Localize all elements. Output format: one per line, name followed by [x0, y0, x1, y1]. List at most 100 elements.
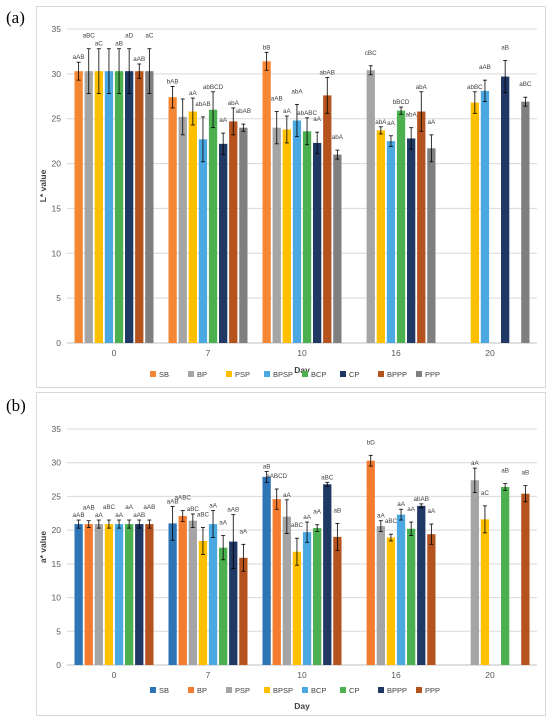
significance-label: aB — [501, 468, 509, 475]
legend-swatch — [340, 371, 346, 377]
bar-bpsp-day-7 — [198, 540, 208, 665]
significance-label: aA — [283, 108, 292, 115]
significance-label: aAB — [227, 507, 239, 514]
bar-bcp-day-16 — [396, 514, 406, 665]
chart-svg-a: 0 5 10 15 20 25 30 35 L* value 0 7 10 16 20 Day aAB bAB b… — [38, 24, 537, 379]
bar-ppp-day-0 — [145, 524, 154, 665]
bar-bcp-day-10 — [302, 131, 312, 343]
bar-sb-day-7 — [168, 97, 177, 343]
legend-swatch — [150, 687, 156, 693]
x-tick-label: 16 — [391, 348, 401, 358]
significance-label: abA — [291, 88, 303, 95]
bar-ppp-day-10 — [333, 536, 342, 665]
significance-label: bBCD — [393, 99, 410, 106]
legend-label: SB — [159, 686, 169, 695]
legend-swatch — [416, 371, 422, 377]
bar-cp-day-7 — [219, 547, 228, 665]
bar-bppp-day-10 — [323, 95, 332, 343]
y-tick-label: 15 — [52, 203, 62, 213]
bar-psp-day-7 — [188, 520, 197, 665]
legend-label: PSP — [235, 686, 250, 695]
bar-ppp-day-16 — [427, 534, 436, 665]
bar-bcp-day-7 — [208, 524, 218, 665]
bar-cp-day-7 — [219, 143, 228, 343]
bar-bpsp-day-10 — [292, 551, 302, 665]
x-tick-label: 7 — [206, 670, 211, 680]
bar-bppp-day-10 — [323, 484, 332, 665]
bar-bcp-day-16 — [396, 110, 406, 343]
significance-label: abA — [375, 119, 387, 126]
bar-bppp-day-0 — [135, 71, 144, 343]
legend-label: BPSP — [273, 370, 293, 379]
significance-label: aAB — [73, 54, 85, 61]
y-axis-title: L* value — [38, 169, 48, 202]
significance-label: aA — [428, 508, 437, 515]
legend-swatch — [150, 371, 156, 377]
bar-psp-day-0 — [94, 71, 103, 343]
significance-label: aA — [283, 492, 292, 499]
significance-label: aA — [115, 512, 124, 519]
bar-bp-day-0 — [84, 71, 93, 343]
bar-bpsp-day-20 — [480, 519, 490, 665]
bar-bpsp-day-10 — [292, 120, 302, 343]
bar-psp-day-10 — [282, 129, 291, 343]
bar-bpsp-day-0 — [104, 71, 114, 343]
x-tick-label: 20 — [485, 670, 495, 680]
legend-label: PPP — [425, 686, 440, 695]
significance-label: aA — [303, 514, 312, 521]
legend-label: BCP — [311, 686, 326, 695]
legend-swatch — [378, 687, 384, 693]
y-tick-label: 20 — [52, 525, 62, 535]
significance-label: abA — [406, 112, 418, 119]
significance-label: aAB — [133, 512, 145, 519]
significance-label: aAB — [73, 512, 85, 519]
legend-swatch — [226, 687, 232, 693]
chart-panel-b: 0 5 10 15 20 25 30 35 a* value 0 7 10 16 20 Day aAB aAB a… — [36, 392, 546, 716]
significance-label: aA — [407, 506, 416, 513]
significance-label: aD — [125, 33, 134, 40]
bar-cp-day-0 — [125, 71, 134, 343]
bar-bcp-day-0 — [114, 71, 124, 343]
significance-label: aC — [95, 41, 104, 48]
significance-label: aA — [471, 460, 480, 467]
bar-ppp-day-16 — [427, 148, 436, 343]
y-tick-label: 30 — [52, 458, 62, 468]
bar-bppp-day-7 — [229, 541, 238, 665]
legend-label: SB — [159, 370, 169, 379]
bar-sb-day-0 — [74, 524, 83, 665]
bar-psp-day-20 — [470, 102, 479, 344]
bar-bpsp-day-20 — [480, 90, 490, 343]
legend-label: BP — [197, 370, 207, 379]
significance-label: aAB — [133, 56, 145, 63]
panel-label-b: (b) — [6, 396, 26, 415]
significance-label: aBC — [83, 33, 96, 40]
bar-bp-day-7 — [178, 116, 187, 343]
legend-label: BPPP — [387, 370, 407, 379]
bar-bcp-day-0 — [114, 524, 124, 665]
legend-swatch — [302, 371, 308, 377]
x-axis-title: Day — [294, 701, 310, 711]
y-tick-label: 25 — [52, 114, 62, 124]
x-tick-label: 0 — [112, 348, 117, 358]
y-tick-label: 0 — [56, 660, 61, 670]
significance-label: bAB — [167, 78, 179, 85]
significance-label: aA — [377, 513, 386, 520]
y-tick-label: 5 — [56, 626, 61, 636]
y-tick-label: 10 — [52, 248, 62, 258]
x-tick-label: 7 — [206, 348, 211, 358]
bar-ppp-day-10 — [333, 154, 342, 343]
significance-label: aA — [219, 520, 228, 527]
significance-label: aABC — [175, 495, 192, 502]
significance-label: aA — [125, 504, 134, 511]
legend-label: BP — [197, 686, 207, 695]
significance-label: aBC — [103, 504, 116, 511]
bar-cp-day-10 — [313, 528, 322, 665]
bar-bpsp-day-16 — [386, 141, 396, 343]
bar-ppp-day-20 — [521, 101, 530, 343]
significance-label: aBC — [197, 511, 210, 518]
significance-label: abAB — [320, 69, 335, 76]
x-tick-label: 10 — [297, 348, 307, 358]
y-tick-label: 15 — [52, 559, 62, 569]
significance-label: aB — [115, 41, 123, 48]
